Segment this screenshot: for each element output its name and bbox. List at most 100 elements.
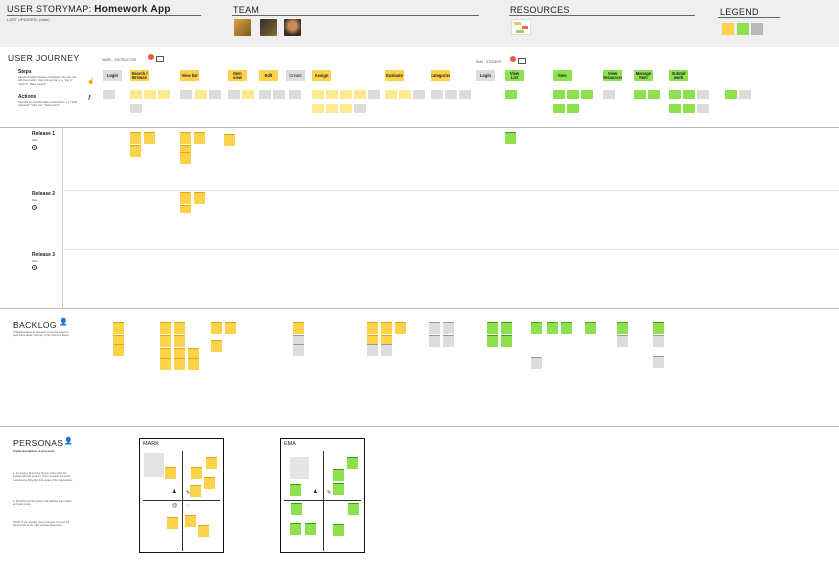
action-card[interactable] bbox=[445, 90, 457, 99]
step-categorize[interactable]: Categorize bbox=[431, 70, 450, 81]
action-card[interactable] bbox=[312, 104, 324, 113]
add-icon[interactable]: + bbox=[32, 205, 37, 210]
backlog-card[interactable] bbox=[225, 322, 236, 334]
backlog-card[interactable] bbox=[531, 357, 542, 369]
action-card[interactable] bbox=[209, 90, 221, 99]
backlog-card[interactable] bbox=[381, 344, 392, 356]
action-card[interactable] bbox=[228, 90, 240, 99]
action-card[interactable] bbox=[697, 104, 709, 113]
backlog-card[interactable] bbox=[113, 344, 124, 356]
team-avatar-2[interactable] bbox=[260, 19, 277, 36]
action-card[interactable] bbox=[683, 90, 695, 99]
backlog-card[interactable] bbox=[174, 322, 185, 334]
persona-note[interactable] bbox=[185, 515, 196, 527]
backlog-card[interactable] bbox=[547, 322, 558, 334]
backlog-card[interactable] bbox=[160, 335, 171, 347]
story-card[interactable] bbox=[180, 132, 191, 144]
action-card[interactable] bbox=[368, 90, 380, 99]
backlog-card[interactable] bbox=[617, 335, 628, 347]
persona-card-ema[interactable]: EMA ♟ ✎ bbox=[280, 438, 365, 553]
action-card[interactable] bbox=[158, 90, 170, 99]
story-card[interactable] bbox=[180, 145, 191, 157]
backlog-card[interactable] bbox=[443, 322, 454, 334]
backlog-card[interactable] bbox=[561, 322, 572, 334]
persona-note[interactable] bbox=[165, 467, 176, 479]
action-card[interactable] bbox=[669, 90, 681, 99]
backlog-card[interactable] bbox=[487, 335, 498, 347]
backlog-card[interactable] bbox=[113, 322, 124, 334]
action-card[interactable] bbox=[634, 90, 646, 99]
persona-note[interactable] bbox=[198, 525, 209, 537]
persona-note[interactable] bbox=[290, 523, 301, 535]
backlog-card[interactable] bbox=[211, 340, 222, 352]
backlog-card[interactable] bbox=[211, 322, 222, 334]
action-card[interactable] bbox=[431, 90, 443, 99]
persona-card-mark[interactable]: MARK ♟ ✎ ☹ ♡ bbox=[139, 438, 224, 553]
persona-note[interactable] bbox=[290, 484, 301, 496]
action-card[interactable] bbox=[326, 90, 338, 99]
step-evaluate[interactable]: Evaluate bbox=[385, 70, 404, 81]
backlog-card[interactable] bbox=[160, 358, 171, 370]
action-card[interactable] bbox=[180, 90, 192, 99]
action-card[interactable] bbox=[312, 90, 324, 99]
persona-note[interactable] bbox=[191, 467, 202, 479]
step-manage-item[interactable]: Manage Item bbox=[634, 70, 653, 81]
add-icon[interactable]: + bbox=[32, 265, 37, 270]
backlog-card[interactable] bbox=[653, 356, 664, 368]
story-card[interactable] bbox=[130, 145, 141, 157]
action-card[interactable] bbox=[725, 90, 737, 99]
persona-note[interactable] bbox=[333, 524, 344, 536]
backlog-card[interactable] bbox=[174, 335, 185, 347]
action-card[interactable] bbox=[340, 90, 352, 99]
story-card[interactable] bbox=[194, 132, 205, 144]
action-card[interactable] bbox=[259, 90, 271, 99]
backlog-card[interactable] bbox=[653, 335, 664, 347]
action-card[interactable] bbox=[326, 104, 338, 113]
backlog-card[interactable] bbox=[617, 322, 628, 334]
persona-note[interactable] bbox=[291, 503, 302, 515]
action-card[interactable] bbox=[648, 90, 660, 99]
step-view-list-b[interactable]: View List bbox=[505, 70, 524, 81]
action-card[interactable] bbox=[567, 104, 579, 113]
story-card[interactable] bbox=[180, 152, 191, 164]
persona-note[interactable] bbox=[333, 469, 344, 481]
action-card[interactable] bbox=[340, 104, 352, 113]
step-edit[interactable]: Edit bbox=[259, 70, 278, 81]
backlog-card[interactable] bbox=[174, 348, 185, 360]
persona-a-marker[interactable] bbox=[148, 54, 154, 60]
action-card[interactable] bbox=[683, 104, 695, 113]
action-card[interactable] bbox=[459, 90, 471, 99]
backlog-card[interactable] bbox=[367, 322, 378, 334]
step-item[interactable]: Item bbox=[553, 70, 572, 81]
action-card[interactable] bbox=[399, 90, 411, 99]
backlog-card[interactable] bbox=[501, 322, 512, 334]
backlog-card[interactable] bbox=[174, 358, 185, 370]
backlog-card[interactable] bbox=[113, 335, 124, 347]
backlog-card[interactable] bbox=[381, 322, 392, 334]
action-card[interactable] bbox=[273, 90, 285, 99]
backlog-card[interactable] bbox=[188, 348, 199, 360]
persona-note[interactable] bbox=[347, 457, 358, 469]
action-card[interactable] bbox=[385, 90, 397, 99]
backlog-card[interactable] bbox=[501, 335, 512, 347]
team-avatar-3[interactable] bbox=[284, 19, 301, 36]
action-card[interactable] bbox=[242, 90, 254, 99]
story-card[interactable] bbox=[180, 192, 191, 204]
action-card[interactable] bbox=[289, 90, 301, 99]
story-card[interactable] bbox=[180, 205, 191, 213]
action-card[interactable] bbox=[354, 104, 366, 113]
story-card[interactable] bbox=[224, 134, 235, 146]
backlog-card[interactable] bbox=[395, 322, 406, 334]
backlog-card[interactable] bbox=[293, 344, 304, 356]
action-card[interactable] bbox=[413, 90, 425, 99]
backlog-card[interactable] bbox=[367, 335, 378, 347]
persona-note[interactable] bbox=[206, 457, 217, 469]
step-search-browse[interactable]: Search / Browse bbox=[130, 70, 149, 81]
persona-note[interactable] bbox=[305, 523, 316, 535]
persona-note[interactable] bbox=[333, 483, 344, 495]
persona-note[interactable] bbox=[167, 517, 178, 529]
backlog-card[interactable] bbox=[443, 335, 454, 347]
backlog-card[interactable] bbox=[429, 322, 440, 334]
story-card[interactable] bbox=[144, 132, 155, 144]
backlog-card[interactable] bbox=[381, 335, 392, 347]
